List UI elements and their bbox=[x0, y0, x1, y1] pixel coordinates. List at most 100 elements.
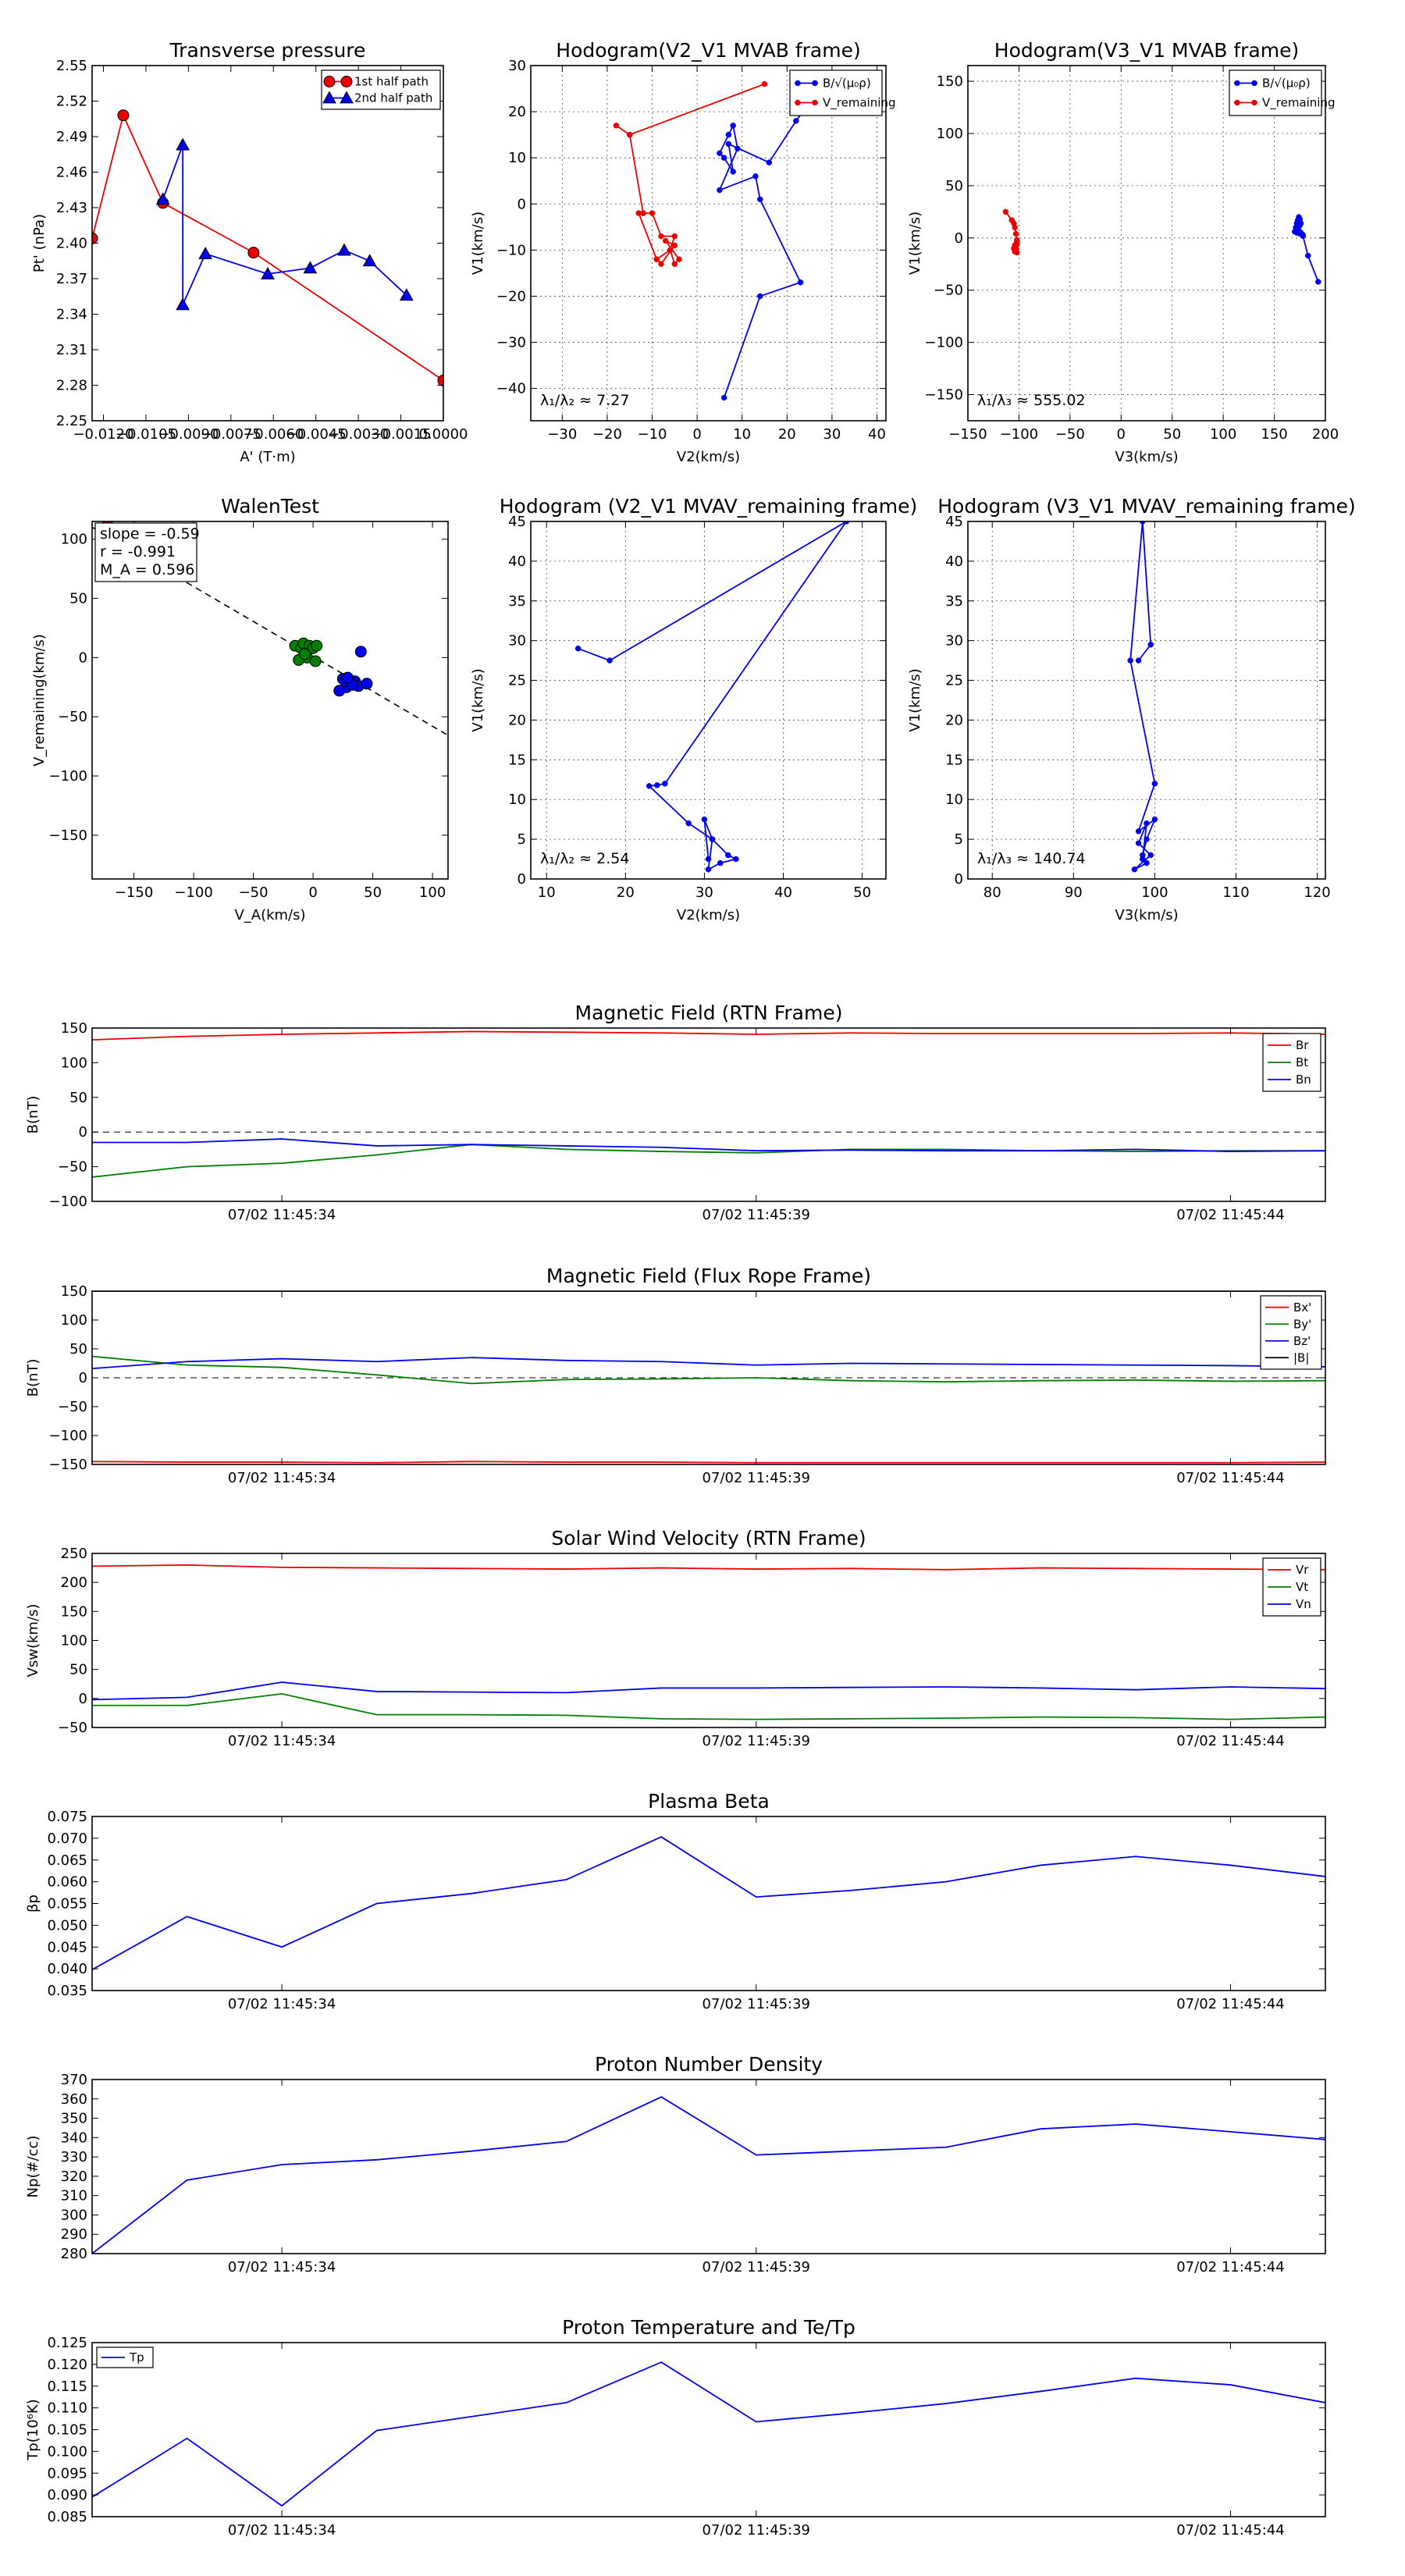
legend-label: By' bbox=[1293, 1317, 1311, 1331]
axes-frame bbox=[91, 2342, 1326, 2517]
series-b--point bbox=[756, 293, 763, 300]
y-tick-label: 2.25 bbox=[56, 413, 87, 429]
series-hodogram-point bbox=[701, 816, 708, 823]
legend-label: Br bbox=[1296, 1038, 1309, 1052]
chart-hodogram-v2-v1-mvab: Hodogram(V2_V1 MVAB frame) −30 −20 −10 0 10 20… bbox=[470, 39, 896, 465]
series-b--point bbox=[797, 279, 804, 286]
y-tick-label: 2.43 bbox=[56, 200, 87, 216]
y-tick-label: 40 bbox=[508, 553, 526, 570]
y-tick-label: 10 bbox=[508, 792, 526, 808]
x-tick-label: 07/02 11:45:39 bbox=[702, 1207, 810, 1223]
y-axis-label: βp bbox=[25, 1895, 41, 1912]
x-tick-label: 0 bbox=[308, 884, 317, 901]
chart-hodogram-v2-v1-mvav: Hodogram (V2_V1 MVAV_remaining frame) 10 2… bbox=[470, 495, 917, 923]
chart-proton-temperature: Proton Temperature and Te/Tp 07/02 11:45:… bbox=[25, 2316, 1326, 2539]
legend-label: Bz' bbox=[1293, 1334, 1311, 1348]
plot-series-group bbox=[92, 2361, 1325, 2507]
legend: B/√(μ₀ρ) V_remaining bbox=[789, 69, 896, 116]
x-tick-label: −20 bbox=[592, 426, 622, 443]
y-tick-label: 10 bbox=[508, 150, 526, 166]
chart-title: Magnetic Field (RTN Frame) bbox=[575, 1002, 843, 1024]
y-tick-label: −100 bbox=[925, 335, 963, 351]
y-tick-label: 0 bbox=[79, 649, 87, 666]
legend-swatch-marker bbox=[340, 91, 354, 104]
series-v-remaining-point bbox=[671, 261, 678, 267]
y-tick-label: 50 bbox=[69, 1090, 87, 1106]
axes-frame bbox=[530, 65, 887, 422]
chart-title: Solar Wind Velocity (RTN Frame) bbox=[551, 1527, 866, 1550]
legend-swatch-marker bbox=[1234, 99, 1240, 106]
x-tick-label: 0 bbox=[692, 426, 701, 443]
series-green-group-point bbox=[309, 655, 322, 667]
legend: B/√(μ₀ρ) V_remaining bbox=[1229, 69, 1336, 116]
axes-frame bbox=[91, 521, 449, 880]
series-b--point bbox=[1300, 232, 1306, 238]
series-hodogram-point bbox=[843, 521, 850, 525]
x-axis-label: A' (T·m) bbox=[240, 449, 295, 465]
y-axis-label: B(nT) bbox=[25, 1096, 41, 1134]
chart-title: Magnetic Field (Flux Rope Frame) bbox=[546, 1265, 871, 1287]
legend-label: Vt bbox=[1296, 1580, 1308, 1594]
series-v-remaining-point bbox=[761, 80, 768, 87]
x-axis-label: V3(km/s) bbox=[1115, 449, 1178, 465]
legend-swatch-marker bbox=[323, 76, 336, 87]
series-green-group-point bbox=[298, 648, 311, 660]
stats-line: M_A = 0.596 bbox=[100, 561, 194, 578]
series-1st-half-path-point bbox=[92, 232, 98, 244]
x-tick-label: 110 bbox=[1222, 884, 1249, 901]
series-v-remaining-point bbox=[649, 210, 656, 216]
y-tick-label: −50 bbox=[58, 1720, 87, 1736]
x-tick-label: −0.0045 bbox=[286, 426, 347, 443]
legend-box bbox=[1260, 1295, 1322, 1370]
y-tick-label: 0.035 bbox=[47, 1983, 87, 1999]
y-tick-label: 30 bbox=[945, 633, 963, 649]
series-hodogram-point bbox=[1151, 781, 1158, 787]
series-hodogram-point bbox=[733, 856, 739, 863]
x-tick-label: 40 bbox=[774, 884, 792, 901]
series-v-remaining-point bbox=[640, 210, 646, 216]
series-br-line bbox=[92, 1030, 1325, 1041]
y-tick-label: 0.125 bbox=[47, 2335, 87, 2351]
y-tick-label: −50 bbox=[934, 283, 963, 299]
y-tick-label: 2.55 bbox=[56, 58, 87, 74]
series-b--point bbox=[735, 145, 741, 152]
y-tick-label: −100 bbox=[49, 1428, 87, 1444]
chart-title: Hodogram (V2_V1 MVAV_remaining frame) bbox=[500, 495, 918, 518]
series-vr-line bbox=[92, 1564, 1325, 1571]
y-tick-label: 0 bbox=[79, 1691, 87, 1707]
y-tick-label: −30 bbox=[496, 335, 526, 351]
y-tick-label: 5 bbox=[518, 831, 526, 848]
series-blue-group-point bbox=[361, 678, 373, 690]
x-tick-label: 30 bbox=[695, 884, 713, 901]
x-tick-label: 07/02 11:45:39 bbox=[702, 1733, 810, 1749]
y-tick-label: 100 bbox=[61, 1312, 87, 1329]
legend-label: B/√(μ₀ρ) bbox=[823, 76, 871, 91]
legend-label: Bt bbox=[1296, 1055, 1308, 1069]
y-tick-label: −50 bbox=[58, 1399, 87, 1415]
x-tick-label: −150 bbox=[948, 426, 987, 443]
legend-swatch-marker bbox=[1251, 99, 1257, 106]
y-tick-label: 2.37 bbox=[56, 271, 87, 287]
axes-frame bbox=[91, 2079, 1326, 2254]
chart-magnetic-field-rtn: Magnetic Field (RTN Frame) 07/02 11:45:34… bbox=[25, 1002, 1326, 1223]
series-v-remaining-point bbox=[1012, 224, 1018, 231]
y-tick-label: 370 bbox=[61, 2072, 87, 2088]
y-tick-label: 2.34 bbox=[56, 307, 87, 323]
x-tick-label: 07/02 11:45:44 bbox=[1176, 2259, 1284, 2275]
series-hodogram-point bbox=[574, 646, 582, 652]
y-axis-label: Tp(10⁶K) bbox=[25, 2399, 41, 2460]
y-tick-label: 50 bbox=[69, 1662, 87, 1678]
y-tick-label: 0.085 bbox=[47, 2509, 87, 2525]
series-vt-line bbox=[92, 1692, 1325, 1720]
legend-label: B/√(μ₀ρ) bbox=[1262, 76, 1311, 91]
x-tick-label: 50 bbox=[1163, 426, 1181, 443]
series-b--point bbox=[720, 155, 727, 161]
x-tick-label: −50 bbox=[1055, 426, 1085, 443]
x-axis-label: V3(km/s) bbox=[1115, 907, 1178, 923]
y-tick-label: −50 bbox=[58, 709, 87, 725]
plot-series-group bbox=[1127, 521, 1158, 873]
y-tick-label: 40 bbox=[945, 553, 963, 570]
y-tick-label: 0 bbox=[518, 871, 526, 888]
legend-box bbox=[1229, 69, 1322, 116]
y-tick-label: 0.115 bbox=[47, 2379, 87, 2395]
